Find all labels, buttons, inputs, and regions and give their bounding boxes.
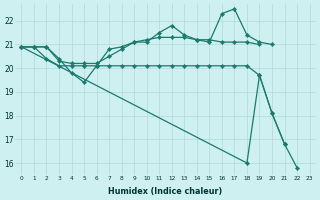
X-axis label: Humidex (Indice chaleur): Humidex (Indice chaleur) <box>108 187 223 196</box>
